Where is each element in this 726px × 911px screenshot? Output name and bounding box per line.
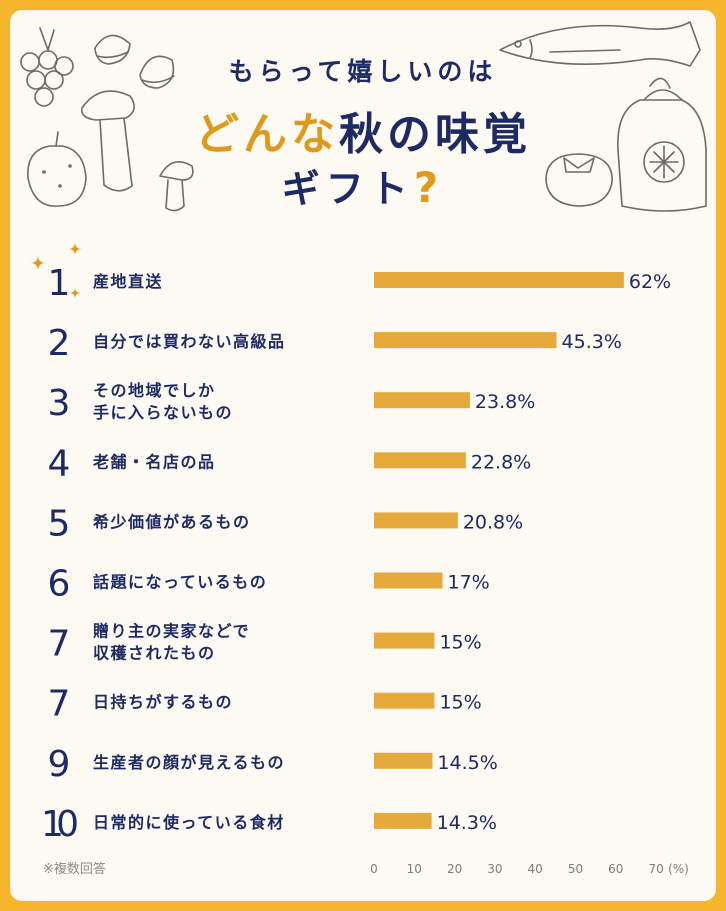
x-tick-label: 20 (447, 862, 462, 876)
rank-number: 3 (48, 383, 71, 424)
bar (374, 632, 435, 649)
x-tick-label: 70 (648, 862, 663, 876)
item-label: 日持ちがするもの (93, 693, 233, 712)
x-tick-label: 30 (487, 862, 502, 876)
fish-icon (499, 21, 701, 67)
x-tick-label: 10 (407, 862, 422, 876)
value-label: 15% (439, 632, 481, 654)
value-label: 20.8% (463, 511, 523, 533)
rank-number: 9 (48, 744, 71, 785)
bar (374, 512, 458, 529)
item-label: 日常的に使っている食材 (93, 813, 285, 832)
title-gift: ギフト (281, 167, 414, 211)
rice-bag-icon (617, 77, 707, 212)
grapes-icon (20, 27, 74, 107)
rank-number: 5 (48, 503, 71, 544)
title-highlight: どんな (195, 109, 339, 160)
mushroom-icon (159, 160, 194, 212)
title-line-2: どんな秋の味覚 (0, 98, 726, 162)
bar (374, 452, 466, 469)
mushroom-icon (80, 90, 135, 192)
value-label: 17% (448, 572, 490, 594)
rank-number: 7 (48, 684, 71, 725)
title-question-mark: ? (413, 163, 445, 212)
x-tick-label: 60 (608, 862, 623, 876)
rank-number: 6 (48, 564, 71, 605)
title-line-1: もらって嬉しいのは (228, 57, 498, 86)
item-label: 生産者の顔が見えるもの (93, 753, 285, 772)
x-unit-label: (%) (668, 862, 689, 876)
pear-icon (27, 131, 87, 207)
item-label: 贈り主の実家などで (93, 622, 250, 641)
item-label: 産地直送 (93, 272, 163, 291)
bar (374, 692, 435, 709)
persimmon-icon (545, 153, 613, 207)
x-tick-label: 0 (370, 862, 378, 876)
bar (374, 272, 624, 288)
value-label: 22.8% (471, 451, 531, 473)
title-rest: 秋の味覚 (339, 109, 531, 160)
item-label: 手に入らないもの (93, 403, 233, 422)
footnote: ※複数回答 (43, 861, 106, 877)
chestnut-icon (94, 34, 131, 65)
sparkle-icon (30, 255, 46, 271)
item-label: 老舗・名店の品 (92, 452, 216, 471)
item-label: その地域でしか (93, 381, 216, 400)
rank-number: 1 (48, 263, 71, 304)
bar (374, 392, 470, 409)
rank-number: 4 (48, 443, 71, 484)
rank-number: 10 (41, 804, 79, 845)
sparkle-icon (68, 242, 82, 256)
rank-number: 2 (48, 323, 71, 364)
bar (374, 572, 443, 589)
item-label: 収穫されたもの (93, 644, 216, 663)
title-line-3: ギフト? (0, 158, 726, 213)
item-label: 希少価値があるもの (93, 512, 251, 531)
bar (374, 812, 432, 829)
item-label: 自分では買わない高級品 (93, 332, 286, 351)
rank-number: 7 (48, 624, 71, 665)
value-label: 15% (439, 692, 481, 714)
x-tick-label: 50 (568, 862, 583, 876)
value-label: 62% (629, 271, 671, 293)
x-tick-label: 40 (528, 862, 543, 876)
value-label: 14.5% (437, 752, 497, 774)
value-label: 23.8% (475, 391, 535, 413)
sparkle-icon (69, 287, 81, 299)
item-label: 話題になっているもの (93, 573, 267, 592)
chestnut-icon (139, 55, 175, 89)
value-label: 14.3% (437, 812, 497, 834)
value-label: 45.3% (562, 331, 622, 353)
bar (374, 332, 557, 349)
bar (374, 752, 433, 769)
